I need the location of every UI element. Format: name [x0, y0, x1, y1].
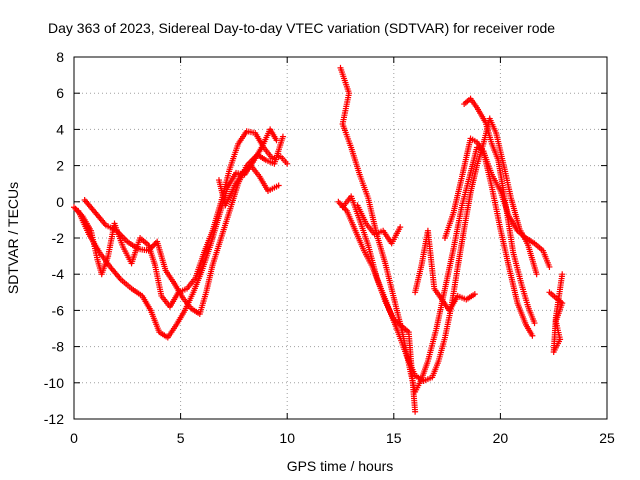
- tick-layer: 0 5 10 15 20 25 -12 -10 -8 -6 -4 -2 0 2 4 6 8: [44, 49, 615, 446]
- series-layer: [71, 64, 566, 415]
- data-point-marker: [533, 271, 540, 278]
- y-tick-label: 2: [56, 158, 64, 174]
- y-tick-label: -10: [44, 375, 64, 391]
- series-trace-12: [546, 271, 566, 356]
- data-point-marker: [275, 182, 282, 189]
- series-trace-8: [354, 202, 404, 247]
- data-point-marker: [397, 224, 404, 231]
- x-tick-label: 10: [279, 430, 295, 446]
- y-tick-label: 8: [56, 49, 64, 65]
- y-tick-label: 6: [56, 85, 64, 101]
- data-point-marker: [279, 133, 286, 140]
- x-tick-label: 0: [70, 430, 78, 446]
- series-trace-5: [337, 64, 536, 395]
- data-point-marker: [412, 408, 419, 415]
- data-point-marker: [529, 332, 536, 339]
- data-point-marker: [559, 271, 566, 278]
- y-tick-label: -6: [52, 302, 65, 318]
- y-tick-label: 4: [56, 121, 64, 137]
- x-tick-label: 5: [177, 430, 185, 446]
- series-trace-11: [461, 95, 538, 327]
- x-tick-label: 15: [386, 430, 402, 446]
- y-axis-title: SDTVAR / TECUs: [5, 182, 21, 294]
- x-axis-title: GPS time / hours: [287, 458, 394, 474]
- series-trace-2: [75, 126, 280, 341]
- series-trace-6: [335, 115, 540, 384]
- data-point-marker: [531, 320, 538, 327]
- y-tick-label: 0: [56, 194, 64, 210]
- y-tick-label: -8: [52, 339, 65, 355]
- series-trace-4: [215, 162, 282, 209]
- x-tick-label: 25: [599, 430, 615, 446]
- chart-title: Day 363 of 2023, Sidereal Day-to-day VTE…: [48, 20, 555, 36]
- data-point-marker: [471, 291, 478, 298]
- data-point-marker: [273, 137, 280, 144]
- x-tick-label: 20: [493, 430, 509, 446]
- y-tick-label: -2: [52, 230, 65, 246]
- series-trace-9: [412, 227, 478, 314]
- data-point-marker: [284, 160, 291, 167]
- data-point-marker: [546, 263, 553, 270]
- y-tick-label: -4: [52, 266, 65, 282]
- y-tick-label: -12: [44, 411, 64, 427]
